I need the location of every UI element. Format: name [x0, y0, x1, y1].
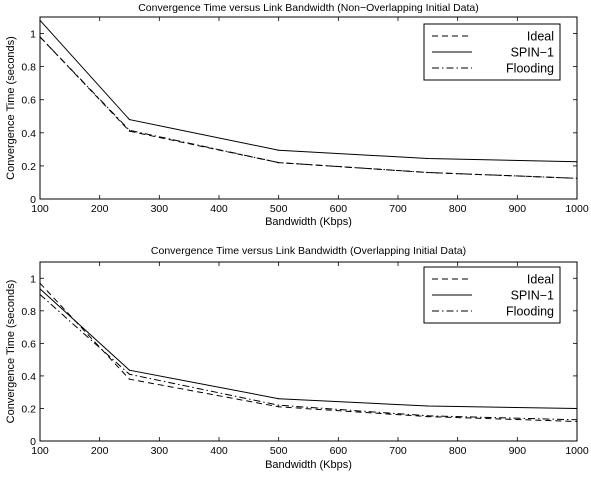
legend-entry: Flooding [506, 62, 554, 76]
x-tick-label: 800 [449, 203, 467, 215]
x-tick-label: 700 [389, 203, 407, 215]
data-point [39, 293, 41, 296]
x-tick-label: 400 [210, 445, 228, 457]
legend: Ideal SPIN−1 Flooding [423, 266, 561, 324]
x-tick-label: 300 [151, 445, 169, 457]
chart-1: Convergence Time versus Link Bandwidth (… [5, 2, 589, 228]
data-point [278, 406, 280, 408]
y-tick-label: 0.4 [21, 128, 36, 140]
chart-title: Convergence Time versus Link Bandwidth (… [138, 2, 479, 14]
x-tick-label: 600 [330, 203, 348, 215]
y-tick-label: 0.6 [21, 338, 36, 350]
legend: Ideal SPIN−1 Flooding [423, 23, 561, 81]
x-tick-label: 1000 [565, 203, 589, 215]
y-tick-label: 0.6 [21, 95, 36, 107]
data-point [576, 161, 578, 163]
y-tick-label: 0.2 [21, 403, 36, 415]
x-tick-label: 200 [91, 445, 109, 457]
data-point [427, 405, 429, 407]
plot-area [39, 261, 578, 442]
data-point [39, 36, 41, 38]
legend-entry: Ideal [527, 273, 554, 287]
x-tick-label: 1000 [565, 445, 589, 457]
data-point [128, 129, 131, 131]
x-tick-label: 200 [91, 203, 109, 215]
x-tick-label: 500 [270, 445, 288, 457]
data-point [576, 177, 578, 179]
data-point [427, 171, 429, 174]
data-point [278, 404, 280, 406]
y-tick-label: 1 [30, 273, 36, 285]
data-point [278, 398, 280, 400]
y-tick-label: 0.8 [21, 306, 36, 318]
data-point [39, 288, 41, 290]
data-point [128, 118, 131, 121]
data-point [128, 369, 131, 371]
data-point [39, 19, 41, 21]
y-tick-label: 0 [30, 194, 36, 206]
x-tick-label: 900 [509, 203, 527, 215]
legend-entry: Ideal [527, 30, 554, 44]
data-point [278, 162, 280, 164]
data-point [39, 282, 41, 284]
legend-entry: SPIN−1 [511, 289, 554, 303]
chart-2: Convergence Time versus Link Bandwidth (… [5, 245, 589, 471]
y-tick-label: 0.8 [21, 62, 36, 74]
data-point [427, 157, 429, 160]
chart-title: Convergence Time versus Link Bandwidth (… [151, 245, 466, 257]
data-point [128, 130, 131, 132]
data-point [427, 415, 429, 417]
x-tick-label: 400 [210, 203, 228, 215]
legend-entry: SPIN−1 [511, 46, 554, 60]
plot-area [39, 16, 578, 200]
y-tick-label: 0 [30, 436, 36, 448]
y-axis-label: Convergence Time (seconds) [5, 280, 17, 424]
x-tick-label: 100 [31, 203, 49, 215]
x-tick-label: 700 [389, 445, 407, 457]
data-point [128, 378, 131, 380]
y-tick-label: 1 [30, 29, 36, 41]
y-tick-label: 0.4 [21, 371, 36, 383]
x-axis-label: Bandwidth (Kbps) [265, 459, 352, 471]
data-point [576, 419, 578, 421]
x-tick-label: 300 [151, 203, 169, 215]
legend-entry: Flooding [506, 305, 554, 319]
x-tick-label: 800 [449, 445, 467, 457]
y-tick-label: 0.2 [21, 161, 36, 173]
x-tick-label: 500 [270, 203, 288, 215]
data-point [576, 420, 578, 423]
data-point [128, 373, 131, 375]
x-tick-label: 900 [509, 445, 527, 457]
data-point [576, 407, 578, 410]
x-tick-label: 600 [330, 445, 348, 457]
y-axis-label: Convergence Time (seconds) [5, 36, 17, 180]
x-tick-label: 100 [31, 445, 49, 457]
data-point [278, 149, 280, 151]
x-axis-label: Bandwidth (Kbps) [265, 216, 352, 228]
